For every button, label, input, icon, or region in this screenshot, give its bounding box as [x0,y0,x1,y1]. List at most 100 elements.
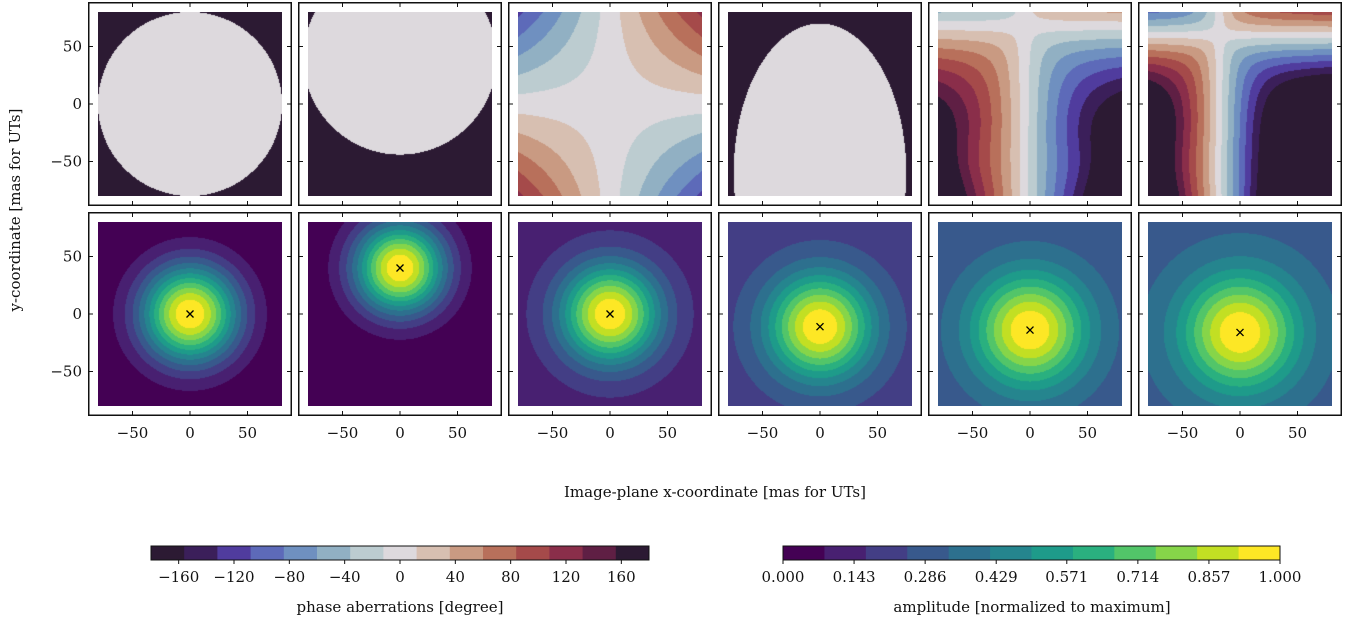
x-tick-label: −50 [537,424,569,442]
x-tick-label: 50 [1078,424,1097,442]
peak-marker [396,264,404,272]
colorbar-tick-label: 0.000 [762,568,805,586]
colorbar-segment [217,546,252,560]
colorbar-segment [990,546,1032,560]
colorbar-tick-label: 120 [552,568,581,586]
y-tick-label: 0 [72,95,82,113]
x-tick-label: 0 [1025,424,1035,442]
colorbar-segment [317,546,351,560]
x-tick-label: 50 [658,424,677,442]
x-tick-label: −50 [747,424,779,442]
colorbar-tick-label: 80 [501,568,520,586]
x-tick-label: 0 [1235,424,1245,442]
colorbar-segment [449,546,484,560]
panel-grid: 50 0 −50 50 0 −50 −50 0 50 −50 0 50 −50 0 50 −50 0 50 −50 0… [50,2,1342,442]
colorbar-segment [907,546,950,560]
colorbar-segment [1155,546,1198,560]
colorbar-segment [1197,546,1240,560]
x-tick-label: 0 [815,424,825,442]
colorbar-segment [783,546,825,560]
colorbar-segment [1238,546,1281,560]
x-tick-label: 50 [448,424,467,442]
colorbar-segment [350,546,384,560]
amplitude-panel-4 [718,212,922,416]
colorbar-tick-label: −160 [158,568,199,586]
phase-colorbar-label: phase aberrations [degree] [297,598,504,616]
colorbar-segment [483,546,517,560]
colorbar-tick-label: 1.000 [1259,568,1302,586]
x-tick-label: −50 [117,424,149,442]
colorbar-segment [1072,546,1115,560]
colorbar-tick-label: 0.714 [1116,568,1159,586]
colorbar-tick-label: 0.429 [975,568,1018,586]
colorbar-tick-label: 0.571 [1045,568,1088,586]
phase-colorbar: −160 −120 −80 −40 0 40 80 120 160 [150,545,650,586]
amplitude-panel-1 [88,212,292,416]
colorbar-segment [184,546,218,560]
heatmap-image [938,12,1122,196]
colorbar-segment [1114,546,1157,560]
colorbar-segment [549,546,584,560]
colorbar-segment [948,546,991,560]
colorbar-segment [283,546,318,560]
colorbar-tick-label: 0 [395,568,405,586]
heatmap-image [728,222,912,406]
colorbar-segment [615,546,650,560]
phase-panel-5 [928,2,1132,206]
colorbar-frame [782,545,1281,561]
x-tick-label: −50 [957,424,989,442]
heatmap-image [308,12,492,196]
amplitude-panel-5 [928,212,1132,416]
colorbar-tick-label: 160 [607,568,636,586]
colorbar-tick-label: 0.143 [833,568,876,586]
heatmap-image [308,222,492,406]
colorbar-tick-label: 0.286 [904,568,947,586]
colorbar-tick-label: −40 [329,568,361,586]
peak-marker [1026,326,1034,335]
y-tick-label: 50 [63,248,82,266]
y-tick-label: 50 [63,38,82,56]
peak-marker [606,310,614,318]
colorbar-tick-label: −80 [274,568,306,586]
heatmap-image [1148,222,1332,406]
colorbar-segment [516,546,550,560]
x-tick-label: 0 [395,424,405,442]
amplitude-panel-2 [298,212,502,416]
amplitude-panel-3 [508,212,712,416]
colorbar-tick-label: 0.857 [1187,568,1230,586]
colorbar-tick-label: −120 [213,568,254,586]
amplitude-colorbar: 0.000 0.143 0.286 0.429 0.571 0.714 0.857 1.000 [762,545,1302,586]
x-tick-label: −50 [327,424,359,442]
heatmap-image [728,12,912,196]
y-tick-label: −50 [50,153,82,171]
colorbar-segment [151,546,185,560]
heatmap-image [938,222,1122,406]
colorbar-segment [1031,546,1074,560]
x-tick-label: 50 [1288,424,1307,442]
colorbar-tick-label: 40 [446,568,465,586]
colorbar-segment [383,546,418,560]
phase-panel-2 [298,2,502,206]
colorbar-segment [865,546,908,560]
phase-panel-3 [508,2,712,206]
heatmap-image [1148,12,1332,196]
phase-panel-1 [88,2,292,206]
x-tick-label: 0 [185,424,195,442]
x-tick-label: 50 [868,424,887,442]
colorbar-segment [824,546,867,560]
heatmap-image [98,12,282,196]
y-tick-label: −50 [50,363,82,381]
y-axis-title: y-coordinate [mas for UTs] [6,109,24,313]
peak-marker [1236,328,1244,337]
x-tick-label: 0 [605,424,615,442]
phase-panel-6 [1138,2,1342,206]
amplitude-panel-6 [1138,212,1342,416]
colorbar-segment [416,546,451,560]
colorbar-segment [582,546,617,560]
peak-marker [816,322,824,331]
amplitude-colorbar-label: amplitude [normalized to maximum] [893,598,1170,616]
x-tick-label: 50 [238,424,257,442]
phase-panel-4 [718,2,922,206]
peak-marker [186,310,194,318]
